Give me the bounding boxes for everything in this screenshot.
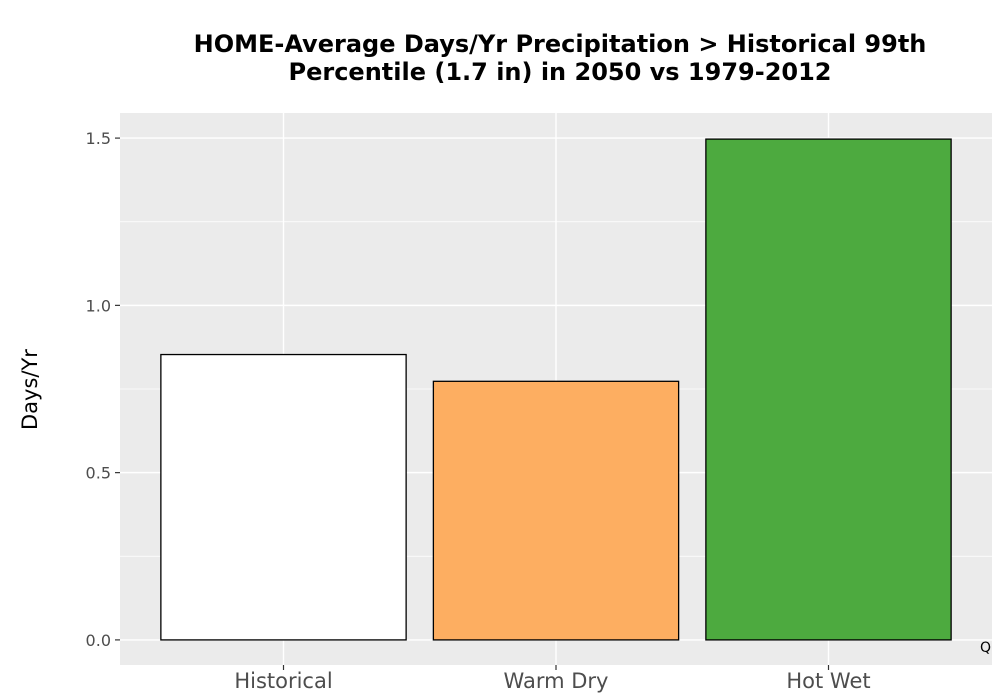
- x-axis: Historical Warm Dry Hot Wet: [234, 665, 871, 693]
- y-axis: 0.0 0.5 1.0 1.5: [86, 129, 120, 650]
- chart-title-line-1: HOME-Average Days/Yr Precipitation > His…: [193, 30, 927, 58]
- x-tick-label: Historical: [234, 669, 332, 693]
- bar-hot-wet: [705, 138, 952, 641]
- corner-mark: Q: [980, 640, 992, 656]
- y-tick-label: 0.0: [86, 631, 111, 650]
- x-tick-label: Warm Dry: [504, 669, 609, 693]
- bars: [160, 138, 952, 641]
- chart-title: HOME-Average Days/Yr Precipitation > His…: [120, 30, 1000, 86]
- x-tick-label: Hot Wet: [786, 669, 870, 693]
- bar-historical: [160, 353, 407, 641]
- bar-warm-dry: [432, 380, 680, 641]
- y-tick-label: 1.5: [86, 129, 111, 148]
- y-tick-label: 0.5: [86, 464, 111, 483]
- chart-title-line-2: Percentile (1.7 in) in 2050 vs 1979-2012: [288, 58, 832, 86]
- y-tick-label: 1.0: [86, 296, 111, 315]
- y-axis-label: Days/Yr: [18, 349, 42, 430]
